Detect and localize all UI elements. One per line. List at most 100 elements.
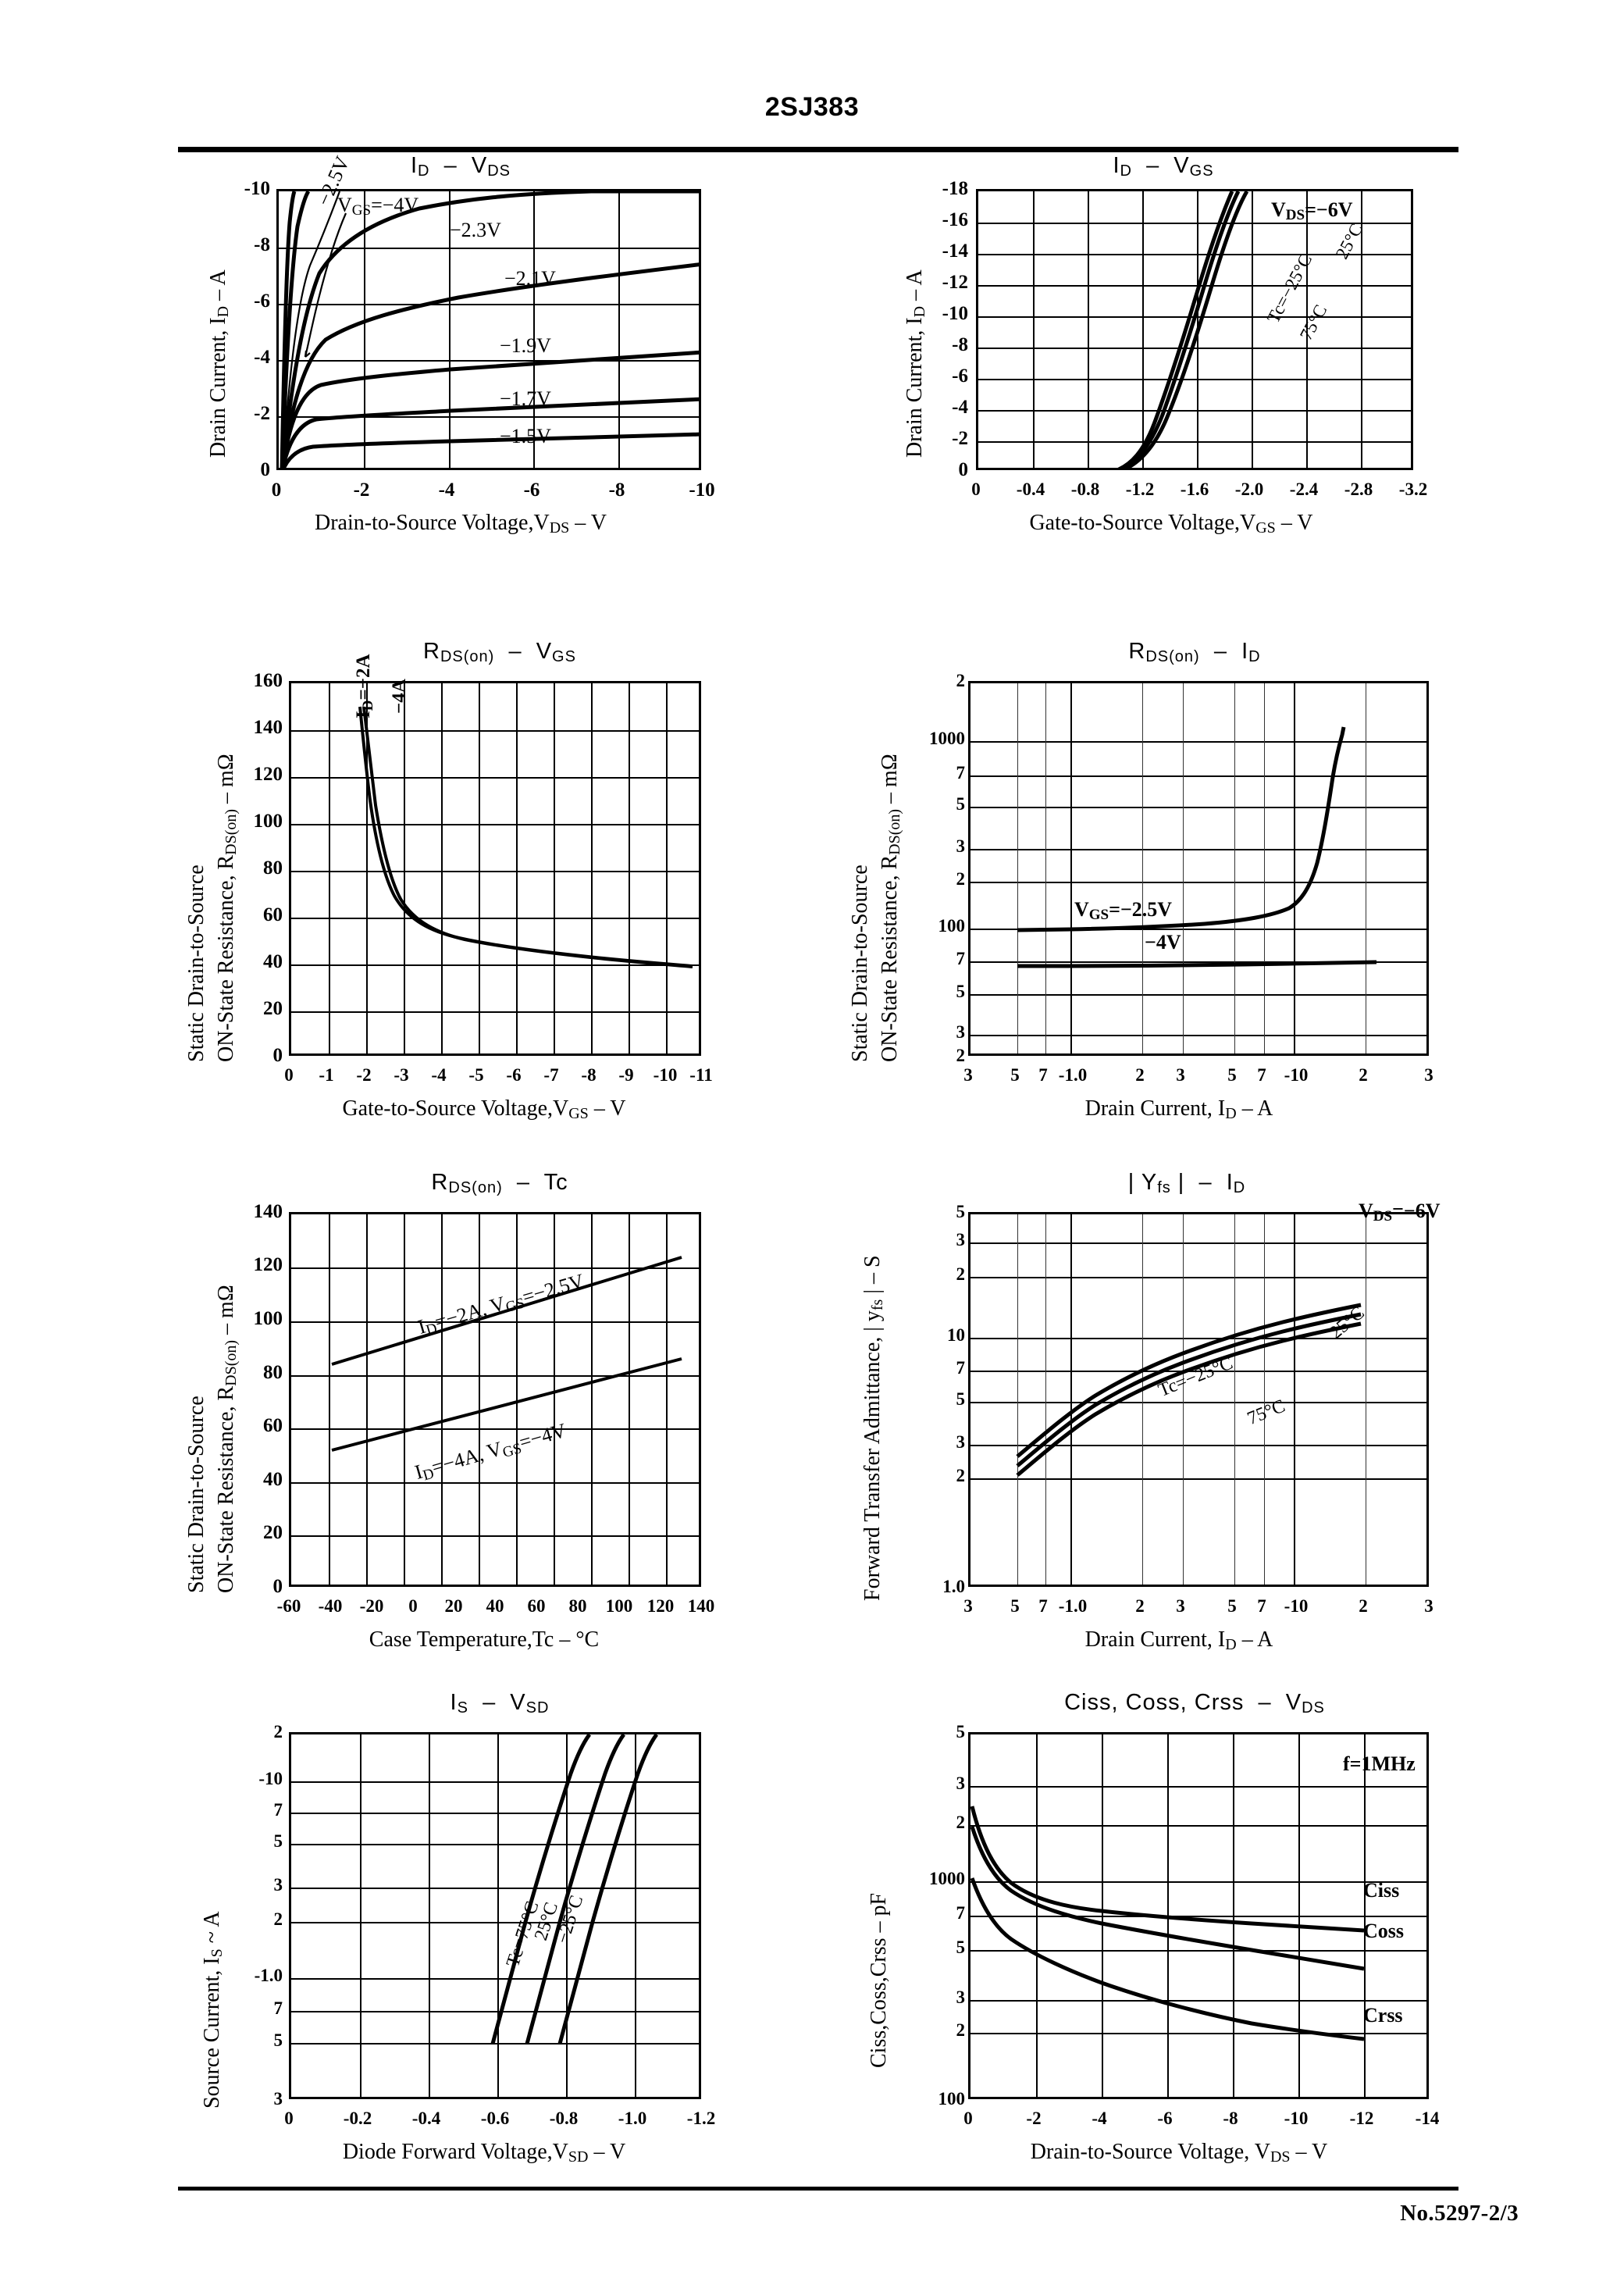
curves [331, 1256, 682, 1452]
x-tick: -8 [608, 479, 625, 501]
y-tick: -8 [952, 334, 968, 355]
y-tick: 7 [273, 1998, 283, 2018]
annotation-crss: Crss [1363, 2004, 1403, 2027]
y-tick: 140 [253, 1201, 283, 1222]
x-tick: -3.2 [1398, 479, 1428, 499]
y-tick: 10 [947, 1325, 965, 1345]
x-axis-label: Case Temperature,Tc – °C [369, 1627, 600, 1652]
header-rule [178, 147, 1458, 152]
chart-title: ID – VGS [1113, 153, 1214, 180]
x-tick: -12 [1349, 2109, 1374, 2128]
y-tick: -12 [942, 272, 968, 293]
y-tick: 80 [263, 1362, 283, 1383]
y-tick: 100 [253, 1308, 283, 1329]
y-axis-label-line2: ON-State Resistance, RDS(on) – mΩ [214, 1285, 240, 1593]
x-tick: 100 [605, 1596, 633, 1616]
x-tick: 0 [963, 2109, 973, 2128]
gridline-horizontal [279, 360, 699, 362]
y-tick: 5 [956, 982, 966, 1001]
y-tick: 3 [956, 1432, 966, 1452]
x-tick: -0.4 [1016, 479, 1045, 499]
chart-is-vsd: IS – VSD 2 -10 7 5 3 2 -1.0 7 5 3 0 -0.2… [187, 1690, 812, 2193]
annotation-vds: VDS=−6V [1271, 198, 1353, 223]
gridline-vertical [618, 191, 621, 468]
y-axis-label-line1: Static Drain-to-Source [184, 864, 208, 1062]
gridline-horizontal [279, 248, 699, 249]
x-tick: -14 [1415, 2109, 1440, 2128]
x-tick: -6 [506, 1065, 522, 1085]
x-tick: 3 [1176, 1596, 1185, 1616]
y-tick: 5 [956, 794, 966, 814]
x-tick: -6 [1157, 2109, 1173, 2128]
x-tick: -0.6 [480, 2109, 510, 2128]
y-tick: 0 [272, 1045, 283, 1066]
x-tick: -1 [319, 1065, 334, 1085]
plot-area [976, 189, 1413, 470]
x-tick: -1.2 [1125, 479, 1155, 499]
y-tick: 5 [956, 1389, 966, 1409]
y-tick: -6 [254, 291, 270, 312]
x-tick: -2.0 [1234, 479, 1264, 499]
y-tick: -2 [254, 403, 270, 424]
y-tick: 2 [273, 1722, 283, 1741]
x-tick: 120 [646, 1596, 675, 1616]
y-tick: -4 [952, 397, 968, 418]
plot-area [968, 681, 1429, 1056]
x-tick: 80 [568, 1596, 587, 1616]
x-tick: -1.2 [686, 2109, 716, 2128]
x-axis-label: Diode Forward Voltage,VSD – V [342, 2140, 626, 2166]
chart-title: RDS(on) – VGS [423, 639, 576, 665]
x-tick: 0 [284, 1065, 294, 1085]
y-tick: 160 [253, 670, 283, 691]
chart-rdson-tc: RDS(on) – Tc 140 120 100 80 60 40 20 0 -… [184, 1170, 812, 1679]
x-tick: 5 [1010, 1596, 1020, 1616]
y-tick: 2 [956, 1046, 966, 1065]
y-tick: 0 [260, 459, 271, 480]
annotation-1p9v: −1.9V [500, 334, 551, 357]
y-tick: 100 [938, 2089, 966, 2109]
x-tick: 3 [1424, 1065, 1433, 1085]
y-axis-label-line1: Static Drain-to-Source [848, 864, 872, 1062]
y-tick: -1.0 [254, 1966, 283, 1985]
x-tick: -11 [689, 1065, 713, 1085]
x-axis-label: Drain Current, ID – A [1084, 1096, 1273, 1122]
y-tick: 7 [956, 763, 966, 783]
page-title: 2SJ383 [764, 92, 860, 122]
y-tick: 40 [263, 1469, 283, 1490]
chart-id-vds: ID – VDS -10 -8 -6 -4 -2 0 [187, 153, 734, 590]
gridline-vertical [363, 191, 365, 468]
plot-area [968, 1212, 1429, 1587]
chart-rdson-id: RDS(on) – ID 2 1000 7 5 3 2 100 7 5 3 2 [848, 639, 1554, 1140]
x-tick: -9 [618, 1065, 634, 1085]
x-tick: -0.2 [343, 2109, 372, 2128]
x-tick: -8 [1223, 2109, 1238, 2128]
y-tick: 100 [938, 916, 966, 936]
y-tick: 120 [253, 1254, 283, 1275]
x-tick: -2.8 [1344, 479, 1373, 499]
y-tick: 140 [253, 717, 283, 738]
annotation-4a: −4A [389, 679, 410, 714]
chart-title: IS – VSD [450, 1690, 550, 1717]
y-tick: -14 [942, 241, 968, 262]
x-tick: -8 [581, 1065, 597, 1085]
y-tick: 5 [956, 1938, 966, 1957]
x-tick: -2 [353, 479, 370, 501]
x-tick: -1.0 [618, 2109, 647, 2128]
plot-area [289, 1212, 701, 1587]
annotation-2p1v: −2.1V [504, 267, 556, 290]
x-tick: -1.6 [1180, 479, 1209, 499]
curves [280, 191, 699, 468]
y-tick: -8 [254, 234, 270, 255]
x-tick: 0 [284, 2109, 294, 2128]
x-axis-label: Drain-to-Source Voltage,VDS – V [315, 511, 607, 537]
y-axis-label: Drain Current, ID – A [903, 269, 928, 458]
y-tick: 2 [956, 671, 966, 690]
curves [490, 1734, 659, 2044]
y-tick: 2 [273, 1909, 283, 1929]
y-tick: 120 [253, 764, 283, 785]
y-tick: 60 [263, 1415, 283, 1436]
y-tick: 3 [273, 2089, 283, 2109]
x-tick: 0 [271, 479, 282, 501]
x-tick: -6 [523, 479, 540, 501]
